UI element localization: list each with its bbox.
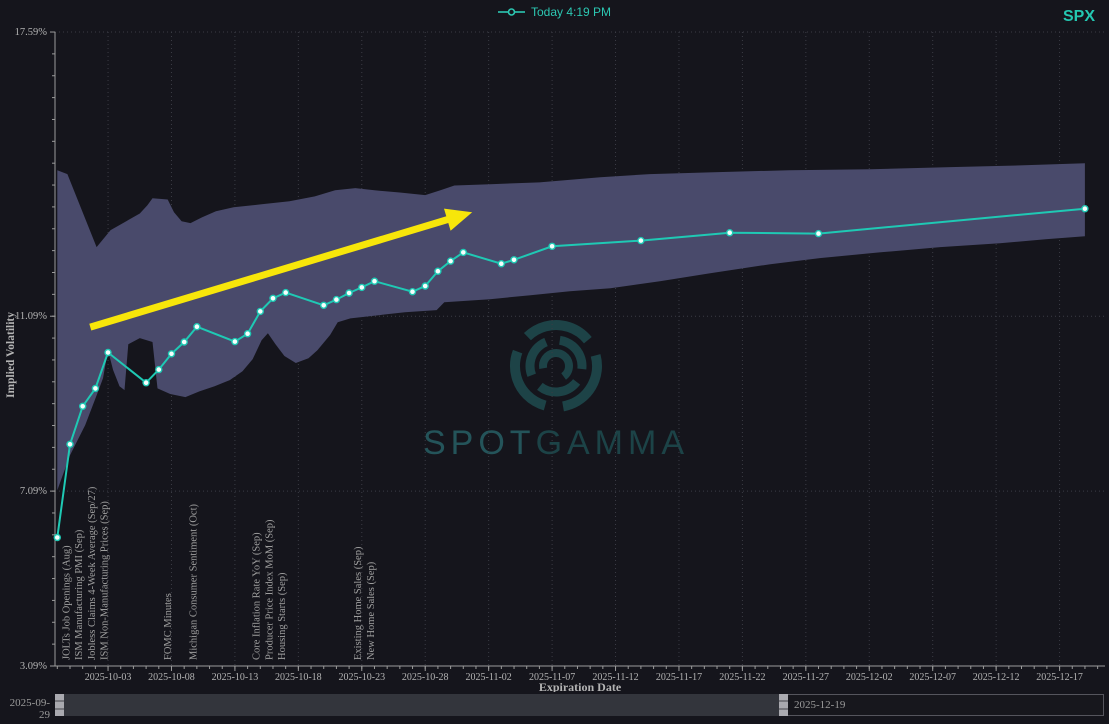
x-tick-label: 2025-12-07 <box>909 672 956 683</box>
data-point[interactable] <box>243 330 252 338</box>
data-point[interactable] <box>726 228 734 237</box>
spotgamma-logo-icon <box>525 335 587 397</box>
y-tick-label: 17.59% <box>15 27 48 38</box>
x-tick-label: 2025-11-02 <box>466 672 512 683</box>
data-point[interactable] <box>104 348 112 357</box>
data-point[interactable] <box>155 365 163 374</box>
x-tick-label: 2025-12-02 <box>846 672 893 683</box>
slider-track[interactable]: 2025-12-19 <box>55 694 1104 716</box>
slider-handle-right[interactable] <box>779 694 788 716</box>
data-point[interactable] <box>345 289 353 297</box>
x-tick-label: 2025-10-13 <box>212 672 259 683</box>
data-point[interactable] <box>282 288 290 297</box>
data-point[interactable] <box>91 384 100 393</box>
x-tick-label: 2025-10-03 <box>85 672 132 683</box>
event-label: New Home Sales (Sep) <box>366 561 377 660</box>
slider-end-date-label: 2025-12-19 <box>794 699 846 711</box>
data-point[interactable] <box>459 248 467 257</box>
event-label: ISM Manufacturing PMI (Sep) <box>74 529 85 660</box>
data-point[interactable] <box>193 323 201 331</box>
event-label: Core Inflation Rate YoY (Sep) <box>252 532 263 660</box>
data-point[interactable] <box>269 294 277 302</box>
today-series-marker-icon <box>497 8 525 16</box>
x-tick-label: 2025-12-17 <box>1036 672 1083 683</box>
data-point[interactable] <box>408 288 417 296</box>
y-tick-label: 7.09% <box>20 486 47 497</box>
slider-selected-range[interactable] <box>64 694 779 716</box>
event-label: Jobless Claims 4-Week Average (Sep/27) <box>87 486 98 660</box>
spotgamma-watermark-text: SPOTGAMMA <box>423 424 689 462</box>
chart-canvas[interactable]: SPOTGAMMA 17.59% 11.09% 7.09% 3.09% 2025-10-0… <box>0 0 1109 697</box>
data-point[interactable] <box>637 236 645 245</box>
data-point[interactable] <box>497 260 505 268</box>
x-tick-label: 2025-11-07 <box>529 672 575 683</box>
data-point[interactable] <box>421 282 429 290</box>
data-point[interactable] <box>814 229 823 238</box>
data-point[interactable] <box>434 267 442 275</box>
data-point[interactable] <box>78 402 87 410</box>
event-label: Producer Price Index MoM (Sep) <box>264 519 275 660</box>
event-label: ISM Non-Manufacturing Prices (Sep) <box>99 501 110 660</box>
iv-range-band <box>57 163 1085 491</box>
data-point[interactable] <box>320 301 328 309</box>
date-range-slider: 2025-09-29 2025-12-19 <box>0 692 1109 721</box>
spotgamma-watermark: SPOTGAMMA <box>423 320 689 462</box>
x-tick-label: 2025-11-22 <box>719 672 765 683</box>
symbol-label: SPX <box>1062 8 1095 25</box>
x-tick-label: 2025-12-12 <box>973 672 1020 683</box>
data-point[interactable] <box>142 379 150 387</box>
data-point[interactable] <box>358 283 366 292</box>
chart-header: Today 4:19 PM SPX <box>0 0 1109 26</box>
data-point[interactable] <box>53 533 61 542</box>
data-point[interactable] <box>510 256 518 264</box>
x-axis-title: Expiration Date <box>539 680 622 692</box>
slider-unselected-range[interactable]: 2025-12-19 <box>788 694 1104 716</box>
x-tick-label: 2025-11-27 <box>783 672 829 683</box>
y-tick-label: 11.09% <box>15 311 47 322</box>
x-tick-label: 2025-10-18 <box>275 672 322 683</box>
legend-label: Today 4:19 PM <box>530 5 612 19</box>
x-tick-label: 2025-10-28 <box>402 672 449 683</box>
data-point[interactable] <box>370 277 379 285</box>
event-label: JOLTs Job Openings (Aug) <box>61 545 72 660</box>
event-label: Existing Home Sales (Sep) <box>353 546 364 660</box>
trend-arrow-shaft <box>89 215 453 331</box>
x-tick-label: 2025-11-17 <box>656 672 702 683</box>
event-label: Housing Starts (Sep) <box>277 572 288 660</box>
y-tick-label: 3.09% <box>20 661 47 672</box>
slider-start-date-label: 2025-09-29 <box>9 697 50 721</box>
spotgamma-logo-icon <box>510 320 602 412</box>
data-point[interactable] <box>548 242 556 251</box>
x-tick-label: 2025-10-08 <box>148 672 195 683</box>
x-tick-label: 2025-11-12 <box>592 672 638 683</box>
trend-arrow-head <box>444 208 473 231</box>
data-point[interactable] <box>1081 204 1089 213</box>
data-point[interactable] <box>256 307 264 316</box>
data-point[interactable] <box>66 440 74 448</box>
data-point[interactable] <box>446 257 455 265</box>
iv-term-structure-chart[interactable]: SPOTGAMMA 17.59% 11.09% 7.09% 3.09% 2025-10-0… <box>0 0 1109 694</box>
data-point[interactable] <box>180 338 188 346</box>
x-tick-label: 2025-10-23 <box>338 672 385 683</box>
data-point[interactable] <box>167 350 176 358</box>
event-label: FOMC Minutes <box>163 593 174 660</box>
event-label: Michigan Consumer Sentiment (Oct) <box>188 503 199 660</box>
data-point[interactable] <box>231 337 239 346</box>
spotgamma-logo-icon <box>539 349 574 383</box>
legend-item-today[interactable]: Today 4:19 PM <box>0 5 1109 19</box>
y-axis-title: Implied Volatility <box>5 312 17 398</box>
data-point[interactable] <box>332 295 341 304</box>
slider-handle-left[interactable] <box>55 694 64 716</box>
